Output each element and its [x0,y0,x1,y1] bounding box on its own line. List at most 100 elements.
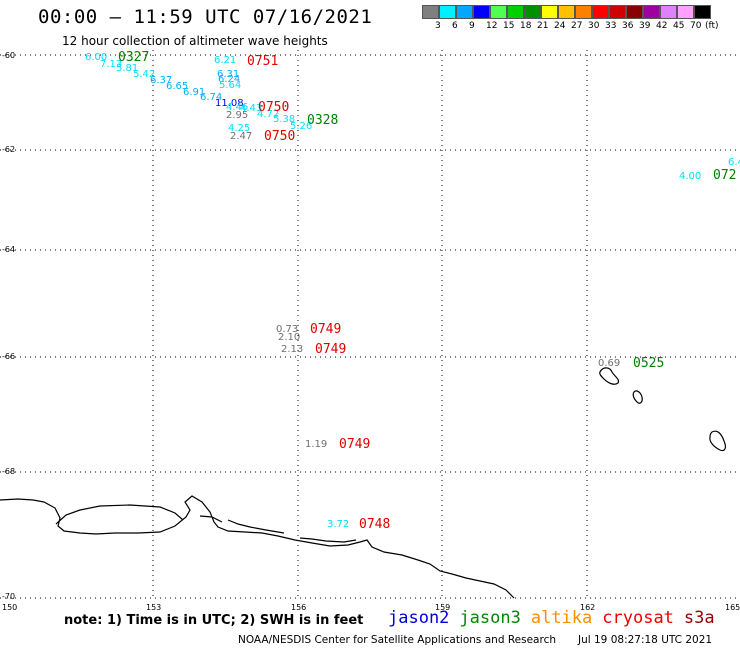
legend-label: 12 [486,21,498,31]
lon-label: 150 [2,603,18,612]
swh-value: 0.69 [598,358,621,369]
lon-label: 165 [725,603,740,612]
color-scale-legend [422,5,711,19]
legend-swatch [626,5,643,19]
island [709,430,726,452]
swh-value: 5.81 [116,63,139,74]
swh-value: 2.47 [230,131,253,142]
page-title: 00:00 – 11:59 UTC 07/16/2021 [38,6,373,28]
lat-label: -64 [2,245,16,254]
legend-swatch [575,5,592,19]
swh-value: 4.00 [679,171,702,182]
legend-label: 45 [673,21,685,31]
legend-label: 18 [520,21,532,31]
lon-label: 159 [435,603,451,612]
altimeter-map [0,50,740,599]
pass-time-label: 0327 [118,50,150,65]
legend-swatch [439,5,456,19]
satellite-name-altika: altika [530,608,593,628]
lat-label: -62 [2,145,16,154]
swh-value: 0.73 [276,324,299,335]
pass-time-label: 0748 [359,517,391,532]
legend-label: 21 [537,21,549,31]
pass-time-label: 0525 [633,356,665,371]
legend-label: 9 [469,21,475,31]
pass-time-label: 0749 [339,437,371,452]
legend-swatch [677,5,694,19]
pass-time-label: 0750 [264,129,296,144]
legend-swatch [609,5,626,19]
pass-time-label: 0749 [310,322,342,337]
swh-value: 5.42 [133,69,156,80]
satellite-name-jason2: jason2 [388,608,450,628]
credit-text: NOAA/NESDIS Center for Satellite Applica… [238,634,556,646]
legend-swatch [643,5,660,19]
swh-value: 6.4 [728,157,740,168]
lon-label: 162 [580,603,596,612]
swh-value: 6.91 [183,87,206,98]
legend-label: 30 [588,21,600,31]
satellite-name-s3a: s3a [683,608,715,628]
swh-value: 6.37 [150,75,173,86]
legend-label: 24 [554,21,566,31]
swh-value: 5.26 [290,121,313,132]
swh-value: 11.08 [215,98,244,109]
legend-swatch [558,5,575,19]
satellite-name-jason3: jason3 [459,608,521,628]
legend-label: 70 [690,21,702,31]
swh-value: 6.65 [166,81,189,92]
antarctic-coastline [0,495,515,599]
satellite-name-cryosat: cryosat [602,608,674,628]
pass-time-label: 0750 [258,100,290,115]
swh-value: 2.13 [281,344,304,355]
legend-swatch [422,5,439,19]
legend-swatch [694,5,711,19]
satellite-legend: jason2 jason3 altika cryosat s3a [388,608,725,628]
legend-swatch [524,5,541,19]
legend-swatch [507,5,524,19]
swh-value: 6.74 [200,92,223,103]
swh-value: 2.95 [226,110,249,121]
lat-label: -68 [2,467,16,476]
legend-label: 33 [605,21,617,31]
swh-value: 6.21 [214,55,237,66]
pass-time-label: 072 [713,168,737,183]
swh-value: 3.72 [327,519,350,530]
legend-swatch [473,5,490,19]
swh-value: 4.43 [240,103,263,114]
swh-value: 7.13 [100,59,123,70]
lat-label: -70 [2,592,16,601]
legend-swatch [541,5,558,19]
legend-label: (ft) [705,21,719,31]
pass-time-label: 0328 [307,113,339,128]
lon-label: 153 [146,603,162,612]
legend-swatch [456,5,473,19]
swh-value: 6.00 [85,52,108,63]
swh-value: 6.31 [217,69,240,80]
legend-swatch [660,5,677,19]
swh-value: 6.24 [218,74,241,85]
lat-label: -66 [2,352,16,361]
footer-note: note: 1) Time is in UTC; 2) SWH is in fe… [64,613,364,628]
lat-label: -60 [2,51,16,60]
longitude-gridlines [152,50,588,598]
lon-label: 156 [291,603,307,612]
island [632,390,643,404]
legend-swatch [592,5,609,19]
swh-value: 5.38 [273,114,296,125]
legend-label: 6 [452,21,458,31]
swh-value: 4.46 [226,102,249,113]
swh-value: 5.64 [219,80,242,91]
pass-time-label: 0749 [315,342,347,357]
pass-time-label: 0751 [247,54,279,69]
swh-value: 4.72 [257,109,280,120]
island [599,367,620,385]
latitude-gridlines [0,54,740,599]
legend-label: 42 [656,21,668,31]
legend-label: 39 [639,21,651,31]
swh-value: 1.19 [305,439,328,450]
legend-label: 15 [503,21,515,31]
generated-date: Jul 19 08:27:18 UTC 2021 [578,634,713,646]
legend-label: 3 [435,21,441,31]
legend-label: 36 [622,21,634,31]
